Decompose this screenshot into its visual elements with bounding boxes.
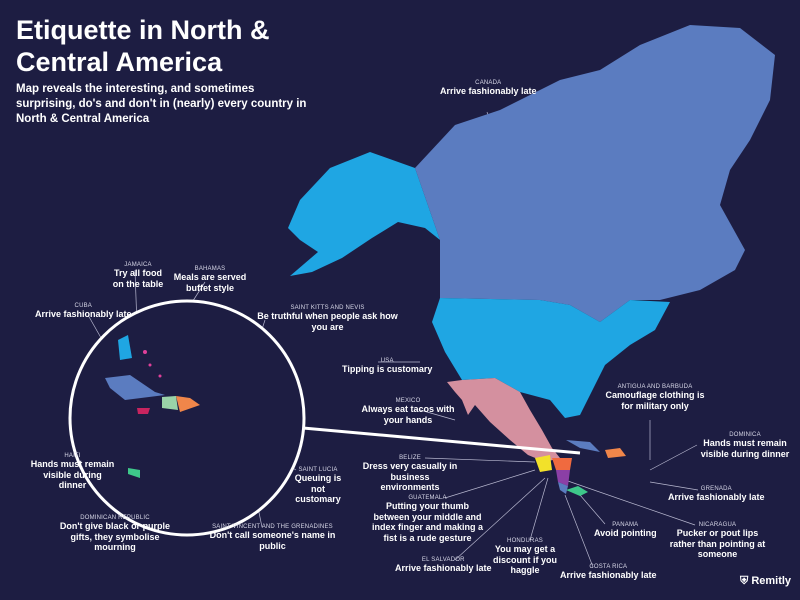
usa <box>432 298 670 418</box>
label-saint-kitts: SAINT KITTS AND NEVIS Be truthful when pe… <box>257 305 398 332</box>
label-saint-vincent: SAINT VINCENT AND THE GRENADINES Don't ca… <box>209 524 336 551</box>
panama <box>566 486 588 496</box>
label-antigua: ANTIGUA AND BARBUDA Camouflage clothing i… <box>605 384 705 411</box>
honduras <box>552 458 572 470</box>
label-jamaica: JAMAICA Try all food on the table <box>112 262 164 289</box>
label-panama: PANAMA Avoid pointing <box>594 522 657 538</box>
jamaica <box>137 408 150 414</box>
label-grenada: GRENADA Arrive fashionably late <box>668 486 765 502</box>
haiti <box>162 396 178 410</box>
label-dominican-republic: DOMINICAN REPUBLIC Don't give black or pu… <box>59 515 171 552</box>
alaska <box>288 152 440 276</box>
label-costa-rica: COSTA RICA Arrive fashionably late <box>560 564 657 580</box>
label-nicaragua: NICARAGUA Pucker or pout lips rather than… <box>669 522 766 559</box>
label-guatemala: GUATEMALA Putting your thumb between your… <box>371 495 484 543</box>
cuba <box>105 375 165 400</box>
costa-rica <box>558 482 568 494</box>
shield-icon: ⛨ <box>740 575 749 587</box>
caribbean-inset <box>68 299 306 537</box>
venezuela-coast <box>128 468 140 478</box>
dominican-republic <box>176 396 200 412</box>
florida <box>118 335 132 360</box>
label-el-salvador: EL SALVADOR Arrive fashionably late <box>395 557 492 573</box>
hispaniola-small <box>605 448 626 458</box>
label-mexico: MEXICO Always eat tacos with your hands <box>361 398 455 425</box>
label-bahamas: BAHAMAS Meals are served buffet style <box>173 266 247 293</box>
label-honduras: HONDURAS You may get a discount if you ha… <box>493 538 557 575</box>
label-cuba: CUBA Arrive fashionably late <box>35 303 132 319</box>
label-usa: USA Tipping is customary <box>342 358 433 374</box>
label-dominica: DOMINICA Hands must remain visible during… <box>700 432 790 459</box>
page-title: Etiquette in North & Central America <box>16 15 270 77</box>
bahamas <box>143 350 162 378</box>
subtitle: Map reveals the interesting, and sometim… <box>16 83 307 125</box>
label-haiti: HAITI Hands must remain visible during di… <box>30 453 115 490</box>
guatemala <box>535 455 552 472</box>
cuba-small <box>566 440 600 452</box>
label-saint-lucia: SAINT LUCIA Queuing is not customary <box>294 467 342 504</box>
label-belize: BELIZE Dress very casually in business en… <box>362 455 458 492</box>
label-canada: CANADA Arrive fashionably late <box>440 80 537 96</box>
canada <box>415 25 775 322</box>
brand-logo: ⛨ Remitly <box>740 575 792 587</box>
nicaragua <box>556 470 570 486</box>
mexico <box>447 378 560 462</box>
